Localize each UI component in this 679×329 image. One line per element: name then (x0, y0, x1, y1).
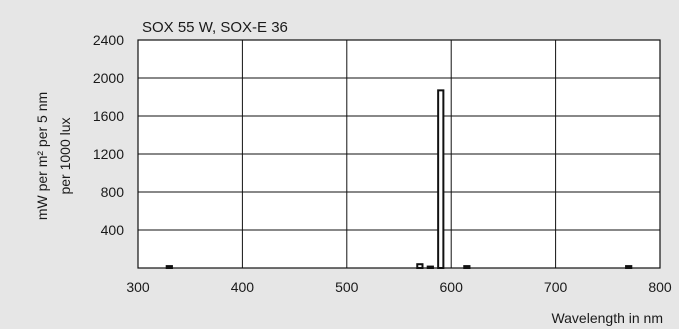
x-tick-label-600: 600 (440, 279, 464, 295)
x-tick-labels: 300 400 500 600 700 800 (126, 279, 672, 295)
chart-title: SOX 55 W, SOX-E 36 (142, 19, 288, 36)
bar-770nm (625, 265, 633, 270)
bar-570nm (416, 263, 424, 270)
y-tick-label-800: 800 (101, 184, 125, 200)
y-axis-label: mW per m² per 5 nm per 1000 lux (34, 92, 73, 220)
y-axis-label-line-1: mW per m² per 5 nm (34, 92, 50, 220)
y-tick-label-400: 400 (101, 222, 125, 238)
bar-580nm (426, 265, 434, 270)
y-tick-label-2400: 2400 (93, 32, 124, 48)
y-tick-label-2000: 2000 (93, 70, 124, 86)
x-tick-label-500: 500 (335, 279, 359, 295)
bar-590nm (437, 89, 445, 269)
grid (138, 40, 660, 268)
y-tick-label-1600: 1600 (93, 108, 124, 124)
bar-330nm (165, 265, 173, 270)
y-tick-labels: 400 800 1200 1600 2000 2400 (93, 32, 124, 238)
bar-615nm (463, 265, 471, 270)
y-axis-label-line-2: per 1000 lux (57, 117, 73, 194)
x-tick-label-800: 800 (648, 279, 672, 295)
bars (165, 89, 633, 270)
x-tick-label-700: 700 (544, 279, 568, 295)
y-tick-label-1200: 1200 (93, 146, 124, 162)
x-axis-label: Wavelength in nm (551, 310, 663, 326)
x-tick-label-300: 300 (126, 279, 150, 295)
x-tick-label-400: 400 (231, 279, 255, 295)
